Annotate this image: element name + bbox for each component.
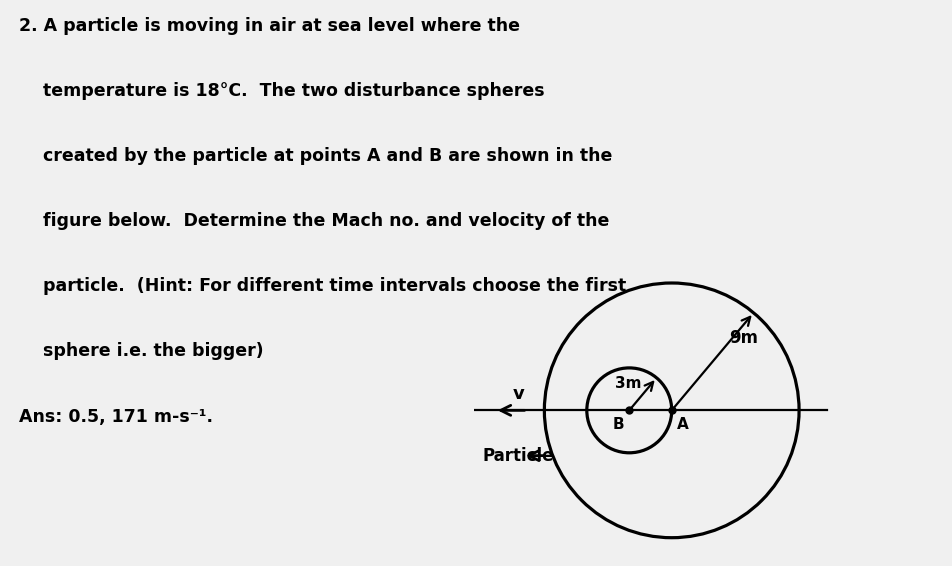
Text: Particle: Particle xyxy=(483,447,554,465)
Text: A: A xyxy=(676,418,687,432)
Text: Ans: 0.5, 171 m-s⁻¹.: Ans: 0.5, 171 m-s⁻¹. xyxy=(19,408,212,426)
Text: figure below.  Determine the Mach no. and velocity of the: figure below. Determine the Mach no. and… xyxy=(19,212,608,230)
Text: particle.  (Hint: For different time intervals choose the first: particle. (Hint: For different time inte… xyxy=(19,277,625,295)
Text: 3m: 3m xyxy=(614,376,641,391)
Text: temperature is 18°C.  The two disturbance spheres: temperature is 18°C. The two disturbance… xyxy=(19,82,544,100)
Text: 2. A particle is moving in air at sea level where the: 2. A particle is moving in air at sea le… xyxy=(19,17,520,35)
Text: v: v xyxy=(512,384,525,402)
Text: 9m: 9m xyxy=(728,329,758,347)
Text: created by the particle at points A and B are shown in the: created by the particle at points A and … xyxy=(19,147,612,165)
Text: B: B xyxy=(612,418,624,432)
Text: sphere i.e. the bigger): sphere i.e. the bigger) xyxy=(19,342,264,361)
